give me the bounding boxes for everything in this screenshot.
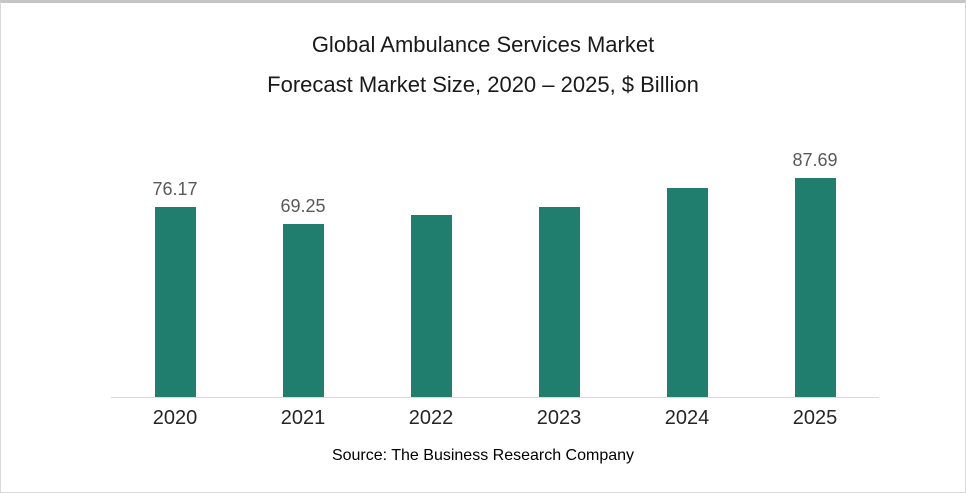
bar-value-label-2021: 69.25 xyxy=(280,196,326,216)
x-axis-line xyxy=(111,397,879,398)
chart-title-line-1: Global Ambulance Services Market xyxy=(311,32,655,57)
chart-title-line-2: Forecast Market Size, 2020 – 2025, $ Bil… xyxy=(267,72,699,97)
bar-column-2025: 87.69 xyxy=(751,145,879,397)
x-axis-label-2020: 2020 xyxy=(152,407,198,429)
x-axis-label-2023: 2023 xyxy=(536,407,582,429)
x-axis-labels: 2020 2021 2022 2023 2024 2025 xyxy=(111,398,879,430)
bar-2024 xyxy=(666,188,708,397)
bar-2020 xyxy=(154,207,196,397)
chart-title: Global Ambulance Services Market Forecas… xyxy=(1,3,965,105)
bar-value-label-2020: 76.17 xyxy=(152,179,198,199)
source-caption: Source: The Business Research Company xyxy=(331,447,635,464)
bar-column-2024 xyxy=(623,145,751,397)
bar-2021 xyxy=(282,224,324,397)
x-axis-label-2021: 2021 xyxy=(280,407,326,429)
x-axis-label-2024: 2024 xyxy=(664,407,710,429)
x-axis-label-2022: 2022 xyxy=(408,407,454,429)
bar-2023 xyxy=(538,207,580,397)
bar-2025 xyxy=(794,178,836,397)
bar-column-2022 xyxy=(367,145,495,397)
bar-column-2023 xyxy=(495,145,623,397)
bar-column-2021: 69.25 xyxy=(239,145,367,397)
plot-area: 76.17 69.25 87.69 xyxy=(111,145,879,397)
bar-column-2020: 76.17 xyxy=(111,145,239,397)
bar-2022 xyxy=(410,215,452,397)
x-axis-label-2025: 2025 xyxy=(792,407,838,429)
bar-value-label-2025: 87.69 xyxy=(792,150,838,170)
